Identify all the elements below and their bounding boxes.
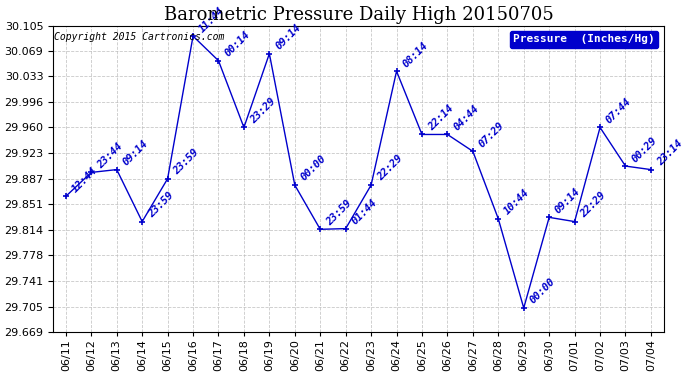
Pressure  (Inches/Hg) xyxy=(647,167,655,172)
Text: 00:00: 00:00 xyxy=(528,277,557,306)
Pressure  (Inches/Hg) xyxy=(443,132,451,137)
Text: 00:00: 00:00 xyxy=(299,154,328,183)
Text: 09:14: 09:14 xyxy=(553,186,582,215)
Legend: Pressure  (Inches/Hg): Pressure (Inches/Hg) xyxy=(510,31,658,48)
Pressure  (Inches/Hg) xyxy=(240,125,248,130)
Pressure  (Inches/Hg) xyxy=(316,227,324,232)
Text: 12:44: 12:44 xyxy=(70,165,99,194)
Text: 10:44: 10:44 xyxy=(502,188,531,217)
Text: Copyright 2015 Cartronics.com: Copyright 2015 Cartronics.com xyxy=(55,32,225,42)
Text: 00:29: 00:29 xyxy=(630,135,659,164)
Text: 09:14: 09:14 xyxy=(273,22,303,51)
Pressure  (Inches/Hg) xyxy=(393,69,401,74)
Text: 23:29: 23:29 xyxy=(248,96,277,125)
Pressure  (Inches/Hg) xyxy=(112,167,121,172)
Pressure  (Inches/Hg) xyxy=(571,219,579,224)
Text: 08:14: 08:14 xyxy=(401,40,430,69)
Pressure  (Inches/Hg) xyxy=(596,125,604,130)
Text: 23:59: 23:59 xyxy=(146,190,175,219)
Text: 23:59: 23:59 xyxy=(324,198,353,227)
Pressure  (Inches/Hg) xyxy=(494,216,502,221)
Text: 09:14: 09:14 xyxy=(121,138,150,167)
Pressure  (Inches/Hg) xyxy=(87,170,95,175)
Text: 07:44: 07:44 xyxy=(604,96,633,125)
Text: 22:14: 22:14 xyxy=(426,103,455,132)
Pressure  (Inches/Hg) xyxy=(545,215,553,220)
Text: 01:44: 01:44 xyxy=(350,197,379,226)
Title: Barometric Pressure Daily High 20150705: Barometric Pressure Daily High 20150705 xyxy=(164,6,553,24)
Text: 22:29: 22:29 xyxy=(375,154,404,183)
Text: 07:29: 07:29 xyxy=(477,120,506,149)
Text: 00:14: 00:14 xyxy=(223,29,252,58)
Pressure  (Inches/Hg) xyxy=(621,164,629,168)
Text: 23:14: 23:14 xyxy=(655,138,684,167)
Pressure  (Inches/Hg) xyxy=(61,194,70,198)
Pressure  (Inches/Hg) xyxy=(418,132,426,137)
Text: 04:44: 04:44 xyxy=(451,103,481,132)
Pressure  (Inches/Hg) xyxy=(138,219,146,224)
Text: 23:44: 23:44 xyxy=(95,141,125,170)
Pressure  (Inches/Hg) xyxy=(367,183,375,187)
Pressure  (Inches/Hg) xyxy=(215,58,223,63)
Text: 23:59: 23:59 xyxy=(172,147,201,177)
Line: Pressure  (Inches/Hg): Pressure (Inches/Hg) xyxy=(62,33,654,312)
Pressure  (Inches/Hg) xyxy=(164,177,172,181)
Pressure  (Inches/Hg) xyxy=(265,51,273,56)
Pressure  (Inches/Hg) xyxy=(189,34,197,38)
Text: 22:29: 22:29 xyxy=(579,190,608,219)
Pressure  (Inches/Hg) xyxy=(290,183,299,187)
Pressure  (Inches/Hg) xyxy=(520,306,528,310)
Text: 11:44: 11:44 xyxy=(197,5,226,34)
Pressure  (Inches/Hg) xyxy=(342,226,350,231)
Pressure  (Inches/Hg) xyxy=(469,149,477,154)
